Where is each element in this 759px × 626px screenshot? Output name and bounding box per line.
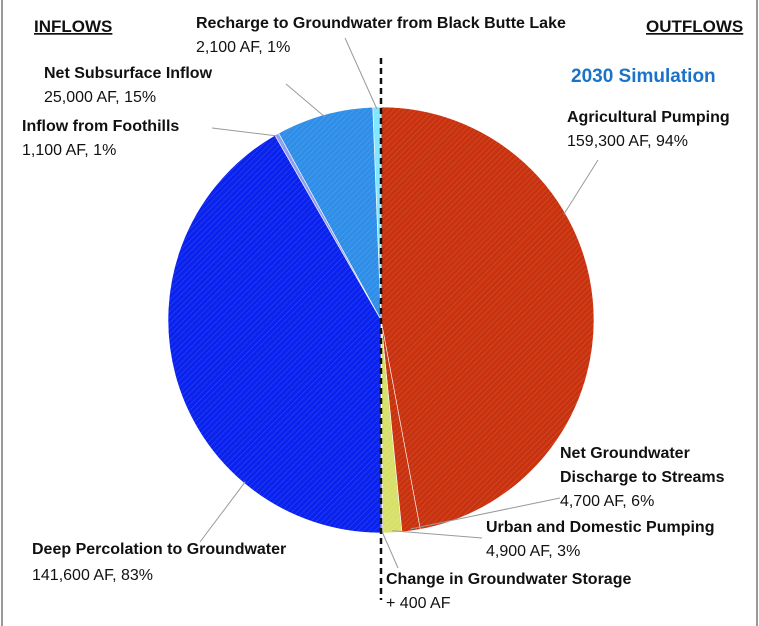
pie-slice-texture-net-groundwater-discharge-to-streams [381, 320, 421, 532]
pie-slice-texture-urban-and-domestic-pumping [381, 320, 402, 533]
leader-foothills [211, 127, 278, 137]
label-subsurface-name: Net Subsurface Inflow [44, 65, 213, 82]
label-gw-discharge-value: 4,700 AF, 6% [560, 493, 654, 510]
label-deep-percolation-name: Deep Percolation to Groundwater [32, 541, 286, 558]
label-black-butte-value: 2,100 AF, 1% [196, 39, 290, 56]
label-urban-pumping-value: 4,900 AF, 3% [486, 543, 580, 560]
pie-slices [167, 106, 595, 534]
label-black-butte-name: Recharge to Groundwater from Black Butte… [196, 15, 566, 32]
leader-black-butte [344, 37, 378, 110]
label-gw-discharge-name-line2: Discharge to Streams [560, 469, 725, 486]
outflows-header: OUTFLOWS [646, 17, 743, 36]
leader-subsurface [285, 83, 326, 118]
label-storage-change-value: + 400 AF [386, 595, 451, 612]
label-ag-pumping-name: Agricultural Pumping [567, 109, 730, 126]
leader-lines [199, 37, 599, 569]
label-deep-percolation-value: 141,600 AF, 83% [32, 567, 153, 584]
simulation-label: 2030 Simulation [571, 66, 716, 87]
leader-urban-pumping [392, 530, 483, 539]
inflows-header: INFLOWS [34, 17, 112, 36]
pie-slice-texture-net-subsurface-inflow [278, 107, 381, 320]
label-urban-pumping-name: Urban and Domestic Pumping [486, 519, 714, 536]
leader-ag-pumping [563, 159, 599, 215]
label-foothills-name: Inflow from Foothills [22, 118, 179, 135]
leader-storage-change [381, 530, 399, 569]
label-foothills-value: 1,100 AF, 1% [22, 142, 116, 159]
label-ag-pumping-value: 159,300 AF, 94% [567, 133, 688, 150]
leader-deep-percolation [199, 481, 246, 543]
leader-gw-discharge [410, 497, 561, 530]
pie-slice-texture-deep-percolation-to-groundwater [167, 135, 381, 533]
label-subsurface-value: 25,000 AF, 15% [44, 89, 156, 106]
pie-slice-texture-agricultural-pumping [381, 107, 594, 530]
label-storage-change-name: Change in Groundwater Storage [386, 571, 631, 588]
label-gw-discharge-name-line1: Net Groundwater [560, 445, 690, 462]
